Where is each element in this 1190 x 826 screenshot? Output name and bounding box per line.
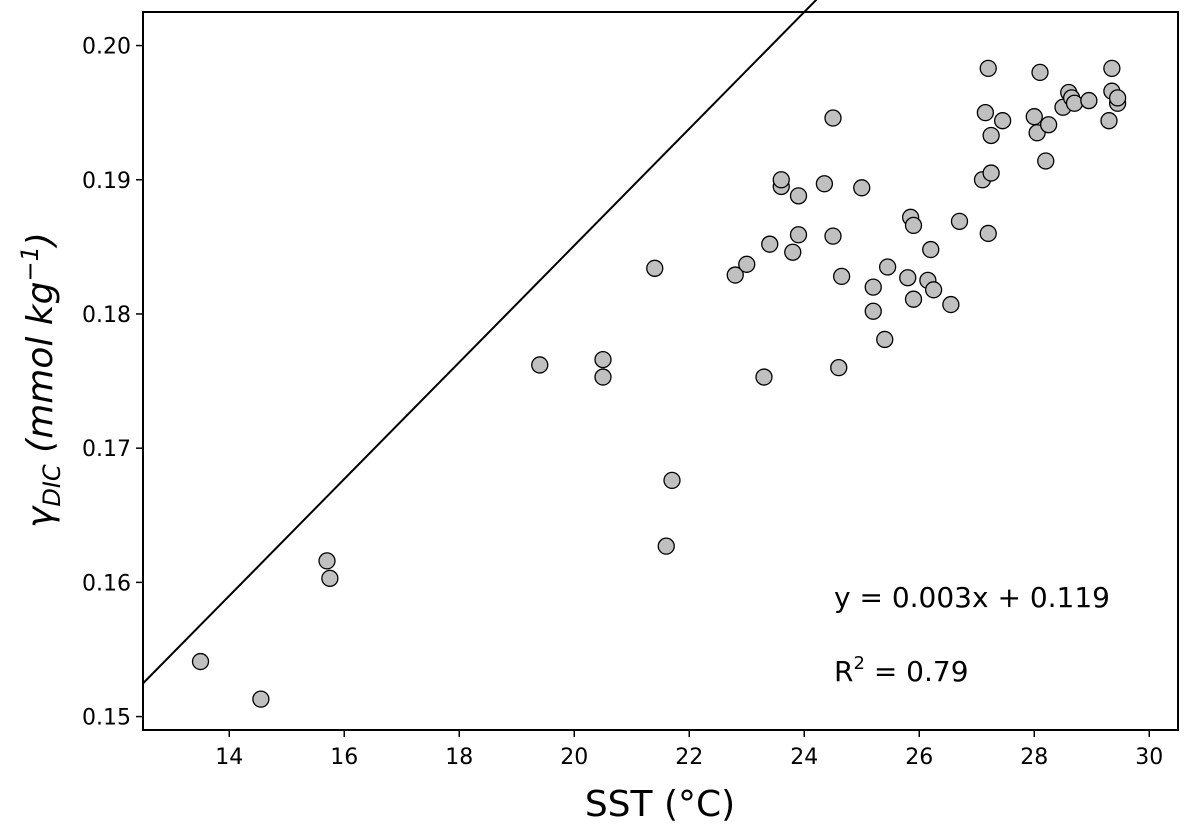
r-squared-annotation: R2 = 0.79 — [834, 653, 969, 688]
data-point — [1103, 59, 1121, 78]
data-point — [1025, 108, 1043, 126]
data-point — [876, 330, 894, 349]
x-axis-title: SST (°C) — [585, 784, 735, 825]
data-point — [755, 368, 773, 386]
data-point — [864, 302, 882, 320]
data-point — [321, 569, 339, 587]
data-point — [657, 537, 675, 555]
data-point — [979, 224, 997, 243]
data-point — [942, 295, 960, 314]
data-point — [982, 164, 1000, 182]
data-point — [789, 226, 808, 244]
data-point — [824, 109, 842, 127]
data-point — [904, 216, 923, 235]
data-point — [979, 59, 997, 78]
data-point — [878, 258, 897, 276]
x-tick-label: 22 — [675, 745, 703, 770]
data-point — [646, 259, 664, 277]
data-point — [1039, 116, 1058, 134]
data-point — [738, 255, 756, 273]
y-axis-title: γDIC (mmol kg−1) — [16, 232, 66, 528]
x-tick-label: 24 — [790, 745, 818, 770]
x-axis-ticks: 14 16 18 20 22 24 26 28 30 — [215, 730, 1163, 770]
data-point — [924, 281, 943, 299]
data-point — [191, 652, 210, 671]
y-tick-label: 0.17 — [82, 437, 131, 462]
data-point — [761, 235, 779, 253]
x-tick-label: 20 — [560, 745, 588, 770]
data-point — [864, 278, 882, 296]
axes-frame — [142, 11, 1179, 731]
data-point — [318, 552, 336, 570]
x-tick-label: 14 — [215, 745, 243, 770]
data-point — [531, 356, 549, 374]
data-point — [772, 171, 790, 189]
x-tick-label: 30 — [1135, 745, 1163, 770]
x-tick-label: 16 — [330, 745, 358, 770]
y-tick-label: 0.16 — [82, 571, 131, 596]
data-point — [950, 212, 969, 231]
y-axis-subscript: DIC — [38, 464, 66, 507]
data-point — [922, 240, 940, 259]
data-point — [726, 266, 744, 284]
data-point — [904, 290, 923, 308]
y-axis-units-exponent: −1 — [16, 246, 44, 281]
data-point — [899, 269, 917, 287]
y-tick-label: 0.19 — [82, 169, 131, 194]
regression-line — [142, 0, 818, 685]
r-squared-value: = 0.79 — [865, 655, 969, 688]
data-point — [1037, 152, 1055, 170]
data-point — [832, 267, 851, 286]
data-point — [784, 243, 802, 261]
x-tick-label: 26 — [905, 745, 933, 770]
y-axis-units-prefix: (mmol kg — [20, 282, 61, 465]
data-point — [1100, 112, 1118, 130]
plot-area — [142, 0, 1127, 708]
data-point — [830, 358, 848, 377]
regression-equation: y = 0.003x + 0.119 — [834, 581, 1110, 614]
data-point — [815, 175, 834, 193]
data-point — [252, 690, 270, 708]
data-point — [1065, 94, 1084, 112]
data-point — [594, 368, 612, 386]
data-point — [853, 179, 871, 197]
data-point — [824, 227, 842, 245]
data-point — [993, 112, 1012, 130]
y-axis-units-suffix: ) — [20, 232, 61, 249]
y-tick-label: 0.15 — [82, 706, 131, 731]
r-squared-base: R — [834, 655, 853, 688]
data-point — [982, 126, 1000, 145]
data-point — [789, 187, 808, 205]
data-point — [1031, 63, 1049, 82]
data-point — [594, 350, 612, 369]
y-tick-label: 0.20 — [82, 35, 131, 60]
data-point — [663, 471, 681, 490]
data-point — [1108, 89, 1127, 107]
data-point — [976, 104, 995, 122]
y-tick-label: 0.18 — [82, 303, 131, 328]
r-squared-exponent: 2 — [853, 653, 864, 674]
x-tick-label: 18 — [445, 745, 473, 770]
y-axis-ticks: 0.15 0.16 0.17 0.18 0.19 0.20 — [82, 35, 143, 731]
data-point — [1080, 91, 1098, 110]
x-tick-label: 28 — [1020, 745, 1048, 770]
y-axis-symbol: γ — [20, 505, 61, 528]
